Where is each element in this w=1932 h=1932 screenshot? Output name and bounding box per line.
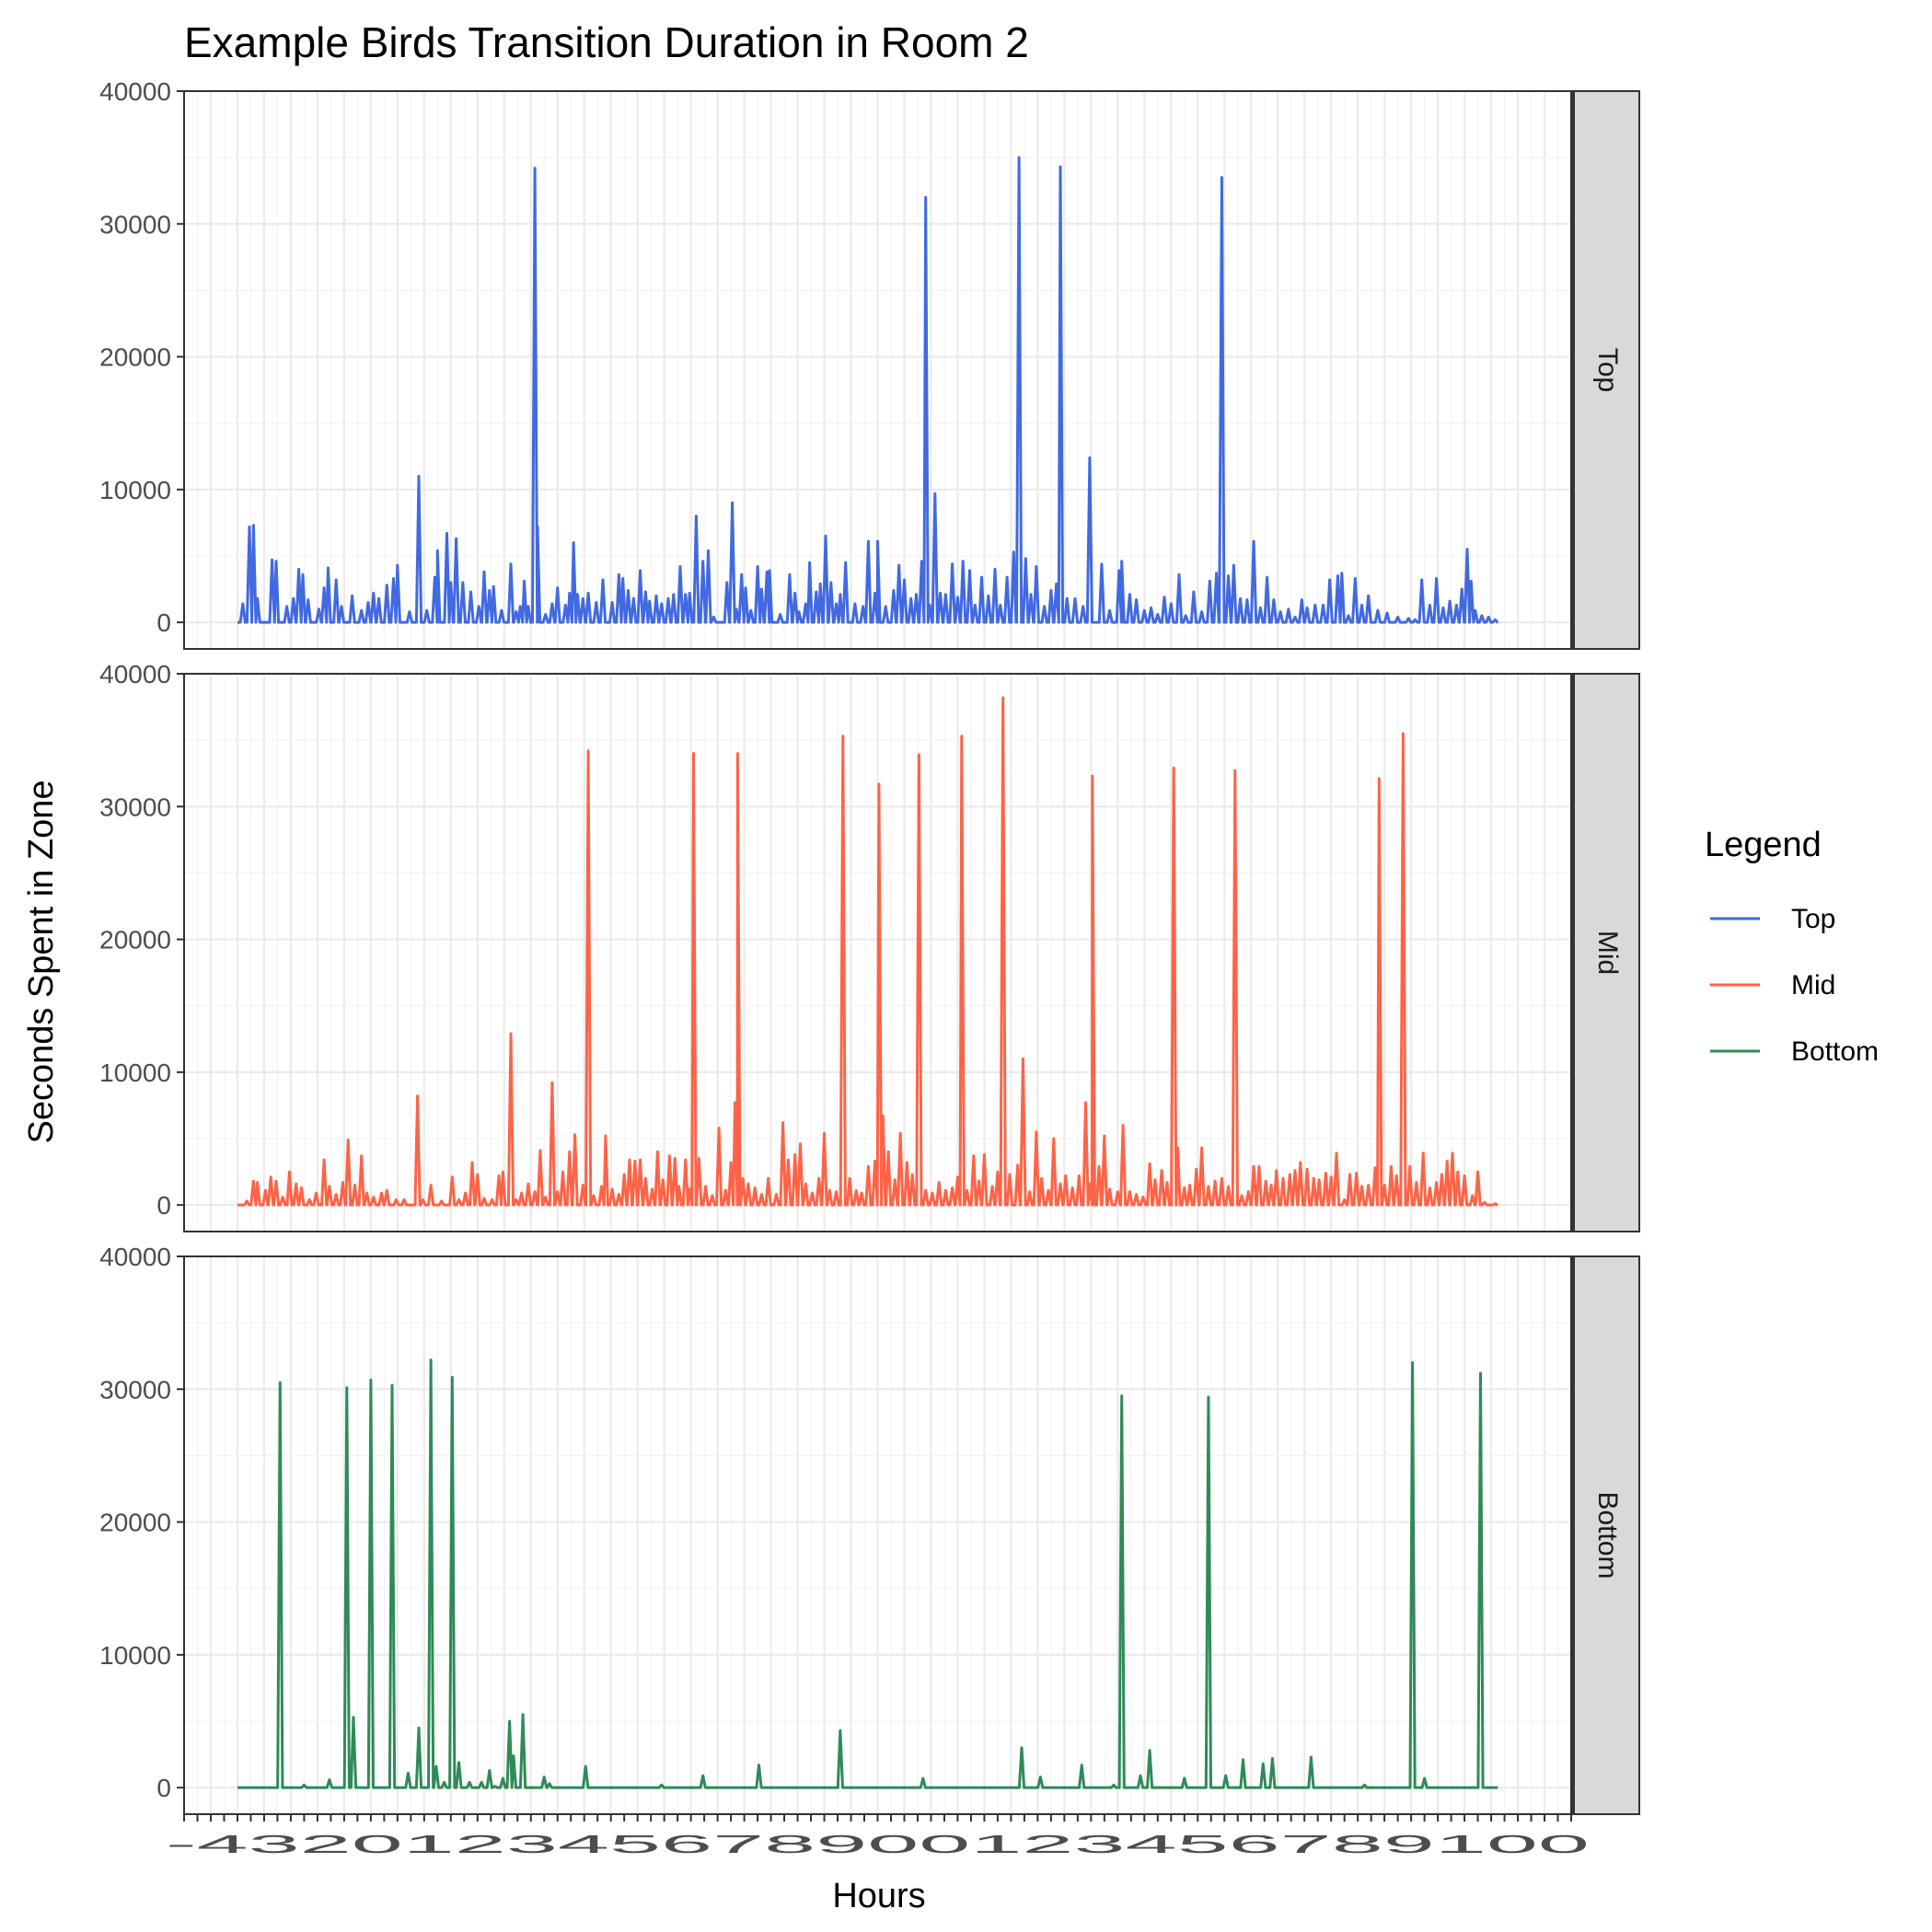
chart-title: Example Birds Transition Duration in Roo…	[184, 18, 1029, 66]
facet-panel-top: 0 10000 20000 30000 40000 Top	[99, 77, 1640, 650]
x-axis-title: Hours	[832, 1877, 925, 1915]
y-tick-label: 40000	[99, 1243, 171, 1271]
facet-panels: 0 10000 20000 30000 40000 Top 0 10000 20000 30000…	[99, 77, 1640, 1815]
y-tick-label: 0	[156, 1774, 171, 1802]
x-tick-labels: -432012345678900123456789100	[166, 1830, 1590, 1858]
y-tick-label: 20000	[99, 1509, 171, 1537]
facet-strip-label: Bottom	[1592, 1491, 1623, 1579]
y-tick-label: 40000	[99, 77, 171, 106]
facet-panel-bottom: 0 10000 20000 30000 40000 Bottom	[99, 1243, 1640, 1815]
y-tick-label: 30000	[99, 792, 171, 821]
y-tick-label: 10000	[99, 1059, 171, 1087]
series-line-mid	[237, 696, 1499, 1207]
facet-strip-label: Top	[1592, 348, 1623, 392]
legend-title: Legend	[1705, 826, 1822, 864]
y-tick-label: 0	[156, 1191, 171, 1220]
series-line-bottom	[237, 1359, 1498, 1789]
facet-strip	[1572, 90, 1640, 650]
x-axis: -432012345678900123456789100	[166, 1814, 1590, 1858]
legend-label-bottom: Bottom	[1791, 1036, 1879, 1067]
y-tick-label: 10000	[99, 1641, 171, 1670]
y-tick-label: 30000	[99, 210, 171, 238]
y-tick-label: 0	[156, 608, 171, 637]
y-tick-label: 10000	[99, 476, 171, 504]
series-line-top	[237, 156, 1499, 624]
facet-strip	[1572, 673, 1640, 1232]
y-tick-label: 20000	[99, 343, 171, 372]
facet-panel-mid: 0 10000 20000 30000 40000 Mid	[99, 660, 1640, 1232]
legend: Legend Top Mid Bottom	[1705, 826, 1879, 1067]
y-tick-label: 20000	[99, 926, 171, 954]
legend-label-top: Top	[1791, 904, 1835, 934]
y-tick-label: 30000	[99, 1375, 171, 1404]
y-axis-title: Seconds Spent in Zone	[22, 780, 61, 1143]
legend-label-mid: Mid	[1791, 970, 1835, 1001]
y-tick-label: 40000	[99, 660, 171, 688]
facet-strip-label: Mid	[1592, 931, 1623, 975]
